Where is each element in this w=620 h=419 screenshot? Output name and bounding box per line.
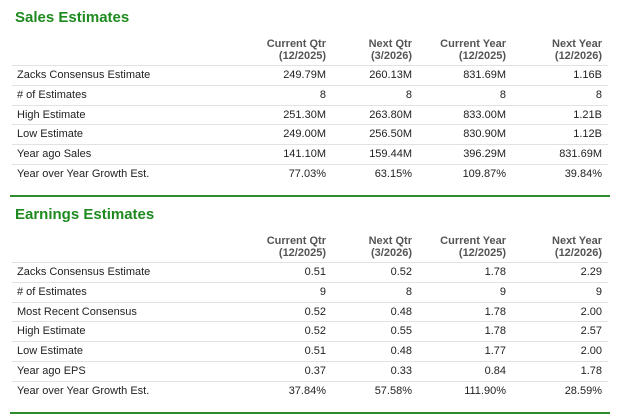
section-title: Earnings Estimates <box>15 206 155 223</box>
column-header: Next Qtr <box>368 38 412 50</box>
cell-value: 2.00 <box>580 345 602 358</box>
cell-value: 263.80M <box>369 108 412 121</box>
cell-value: 8 <box>405 285 412 298</box>
section-divider <box>10 195 610 197</box>
cell-value: 9 <box>319 285 326 298</box>
cell-value: 0.52 <box>304 325 326 338</box>
row-label: Zacks Consensus Estimate <box>17 266 151 278</box>
row-divider <box>12 65 608 66</box>
row-divider <box>12 321 608 323</box>
cell-value: 141.10M <box>283 148 326 161</box>
column-period: (12/2025) <box>278 247 326 259</box>
cell-value: 0.52 <box>390 266 412 278</box>
row-label: Most Recent Consensus <box>17 305 137 318</box>
cell-value: 159.44M <box>369 148 412 161</box>
row-label: Year ago Sales <box>17 148 92 161</box>
row-divider <box>12 262 608 263</box>
column-period: (12/2025) <box>458 50 506 62</box>
cell-value: 0.84 <box>484 365 506 377</box>
cell-value: 0.37 <box>304 365 326 377</box>
cell-value: 1.78 <box>484 325 506 338</box>
cell-value: 0.33 <box>390 365 412 377</box>
column-header: Next Year <box>552 38 602 50</box>
section-title: Sales Estimates <box>15 9 130 26</box>
cell-value: 37.84% <box>288 384 326 397</box>
column-period: (3/2026) <box>371 50 412 62</box>
column-header: Next Qtr <box>368 235 412 247</box>
column-period: (3/2026) <box>371 247 412 259</box>
cell-value: 28.59% <box>564 384 602 397</box>
row-divider <box>12 301 608 303</box>
column-header: Current Qtr <box>266 38 326 50</box>
cell-value: 2.00 <box>580 305 602 318</box>
cell-value: 0.48 <box>390 345 412 358</box>
row-label: # of Estimates <box>17 88 87 101</box>
cell-value: 39.84% <box>564 168 602 180</box>
row-label: High Estimate <box>17 325 86 338</box>
cell-value: 109.87% <box>462 168 506 180</box>
column-period: (12/2026) <box>554 247 602 259</box>
cell-value: 249.79M <box>283 69 326 81</box>
cell-value: 249.00M <box>283 128 326 141</box>
cell-value: 9 <box>595 285 602 298</box>
row-divider <box>12 380 608 382</box>
cell-value: 1.77 <box>484 345 506 358</box>
cell-value: 0.52 <box>304 305 326 318</box>
row-label: Year ago EPS <box>17 365 86 377</box>
cell-value: 1.12B <box>573 128 602 141</box>
row-divider <box>12 361 608 362</box>
cell-value: 8 <box>319 88 326 101</box>
row-label: # of Estimates <box>17 285 87 298</box>
row-label: Low Estimate <box>17 345 84 358</box>
row-divider <box>12 164 608 165</box>
cell-value: 2.57 <box>580 325 602 338</box>
column-header: Current Year <box>440 235 506 247</box>
row-divider <box>12 124 608 126</box>
cell-value: 77.03% <box>288 168 326 180</box>
cell-value: 396.29M <box>463 148 506 161</box>
row-divider <box>12 281 608 283</box>
section-divider <box>10 411 610 414</box>
cell-value: 9 <box>499 285 506 298</box>
cell-value: 0.48 <box>390 305 412 318</box>
row-label: Year over Year Growth Est. <box>17 384 150 397</box>
cell-value: 57.58% <box>374 384 412 397</box>
cell-value: 256.50M <box>369 128 412 141</box>
row-label: Year over Year Growth Est. <box>17 168 150 180</box>
cell-value: 1.16B <box>573 69 602 81</box>
cell-value: 8 <box>499 88 506 101</box>
column-header: Current Qtr <box>266 235 326 247</box>
row-divider <box>12 341 608 343</box>
row-label: Low Estimate <box>17 128 84 141</box>
cell-value: 1.78 <box>484 305 506 318</box>
column-period: (12/2026) <box>554 50 602 62</box>
cell-value: 1.78 <box>484 266 506 278</box>
row-label: Zacks Consensus Estimate <box>17 69 151 81</box>
column-header: Next Year <box>552 235 602 247</box>
cell-value: 1.21B <box>573 108 602 121</box>
row-divider <box>12 104 608 106</box>
cell-value: 833.00M <box>463 108 506 121</box>
cell-value: 0.55 <box>390 325 412 338</box>
cell-value: 0.51 <box>304 266 326 278</box>
column-period: (12/2025) <box>458 247 506 259</box>
cell-value: 8 <box>405 88 412 101</box>
row-divider <box>12 144 608 146</box>
cell-value: 111.90% <box>464 384 506 397</box>
cell-value: 831.69M <box>463 69 506 81</box>
cell-value: 8 <box>595 88 602 101</box>
cell-value: 251.30M <box>283 108 326 121</box>
cell-value: 830.90M <box>463 128 506 141</box>
row-divider <box>12 84 608 86</box>
cell-value: 2.29 <box>580 266 602 278</box>
cell-value: 63.15% <box>374 168 412 180</box>
column-period: (12/2025) <box>278 50 326 62</box>
row-label: High Estimate <box>17 108 86 121</box>
cell-value: 1.78 <box>580 365 602 377</box>
cell-value: 0.51 <box>304 345 326 358</box>
column-header: Current Year <box>440 38 506 50</box>
cell-value: 831.69M <box>559 148 602 161</box>
cell-value: 260.13M <box>369 69 412 81</box>
